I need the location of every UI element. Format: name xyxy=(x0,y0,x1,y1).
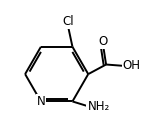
Text: Cl: Cl xyxy=(63,15,74,28)
Text: OH: OH xyxy=(122,59,140,72)
Text: O: O xyxy=(99,35,108,48)
Text: N: N xyxy=(36,95,45,108)
Text: NH₂: NH₂ xyxy=(87,100,110,113)
